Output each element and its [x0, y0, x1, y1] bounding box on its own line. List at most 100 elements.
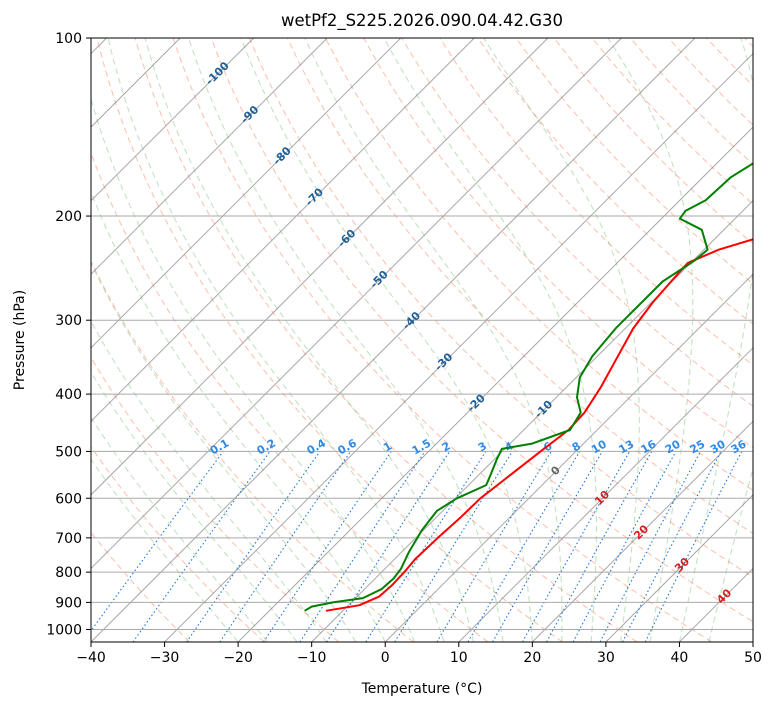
mixing-ratio-label: 0.1: [208, 436, 231, 457]
dry-adiabat: [172, 38, 713, 642]
y-tick-label: 200: [55, 209, 82, 225]
mixing-ratio-line: [263, 451, 392, 642]
mixing-ratio-line: [572, 451, 677, 642]
mixing-ratio-label: 36: [729, 437, 749, 456]
mixing-ratio-label: 30: [708, 437, 728, 456]
y-tick-label: 100: [55, 31, 82, 47]
mixing-ratio-label: 2: [440, 439, 453, 454]
x-tick-label: 30: [597, 650, 615, 666]
mixing-ratio-line: [186, 451, 321, 642]
x-tick-label: 10: [450, 650, 468, 666]
y-axis-label: Pressure (hPa): [12, 290, 28, 390]
x-axis: −40 −30 −20 −10 0 10 20 30 40 50: [76, 642, 762, 666]
mixing-ratio-line: [219, 451, 352, 642]
isotherm-label: -50: [368, 268, 391, 291]
moist-adiabat: [144, 38, 475, 642]
isotherm-label: 0: [548, 463, 563, 478]
isotherm: [679, 567, 753, 642]
mixing-ratio-line: [467, 451, 581, 642]
dewpoint-line: [304, 162, 753, 612]
mixing-ratio-line: [644, 451, 743, 642]
mixing-ratio-line: [132, 451, 271, 642]
y-tick-label: 900: [55, 595, 82, 611]
moist-adiabat: [91, 261, 357, 642]
mixing-ratio-label: 0.2: [255, 436, 278, 457]
isotherm-label: -90: [238, 103, 261, 126]
x-tick-label: 0: [381, 650, 390, 666]
moist-adiabat: [304, 38, 563, 642]
moist-adiabat: [107, 38, 445, 642]
dry-adiabat: [96, 38, 563, 642]
isotherm: [91, 38, 696, 642]
mixing-ratio-label: 25: [688, 438, 708, 457]
dry-adiabat: [515, 38, 753, 285]
mixing-ratio-line: [365, 451, 487, 642]
moist-adiabat: [607, 38, 694, 642]
dry-adiabat: [248, 38, 753, 578]
isotherm-label: -30: [432, 350, 455, 373]
isotherm: [91, 38, 255, 202]
dry-adiabat: [706, 38, 753, 87]
moist-adiabat: [240, 38, 533, 642]
mixing-ratio-label: 0.6: [335, 436, 359, 457]
y-tick-label: 300: [55, 313, 82, 329]
mixing-ratio-line: [299, 451, 426, 642]
y-tick-label: 1000: [46, 622, 82, 638]
series-lines: [304, 162, 753, 612]
mixing-ratio-label: 16: [639, 437, 659, 456]
dry-adiabat: [91, 260, 414, 642]
isotherm: [91, 38, 328, 275]
moist-adiabat: [91, 320, 327, 642]
isotherm: [311, 199, 753, 642]
mixing-ratio-label: 3: [476, 439, 489, 454]
mixing-ratio-line: [91, 451, 224, 632]
pressure-gridlines: [91, 37, 753, 630]
background-lines: [91, 38, 753, 642]
moist-adiabat: [483, 38, 640, 642]
dry-adiabat: [591, 38, 753, 205]
moist-adiabat: [708, 466, 753, 642]
x-tick-label: −20: [223, 650, 253, 666]
mixing-ratio-label: 1: [381, 439, 394, 454]
isotherm: [164, 52, 753, 642]
mixing-ratio-label: 20: [663, 437, 683, 456]
isotherm: [91, 38, 622, 570]
moist-adiabat: [678, 38, 753, 642]
moist-adiabat: [91, 458, 239, 642]
y-axis: 100 200 300 400 500 600 700 800 900 1000: [46, 31, 91, 638]
moist-adiabat: [91, 371, 298, 642]
dry-adiabat: [744, 38, 753, 48]
dry-adiabat: [134, 38, 638, 642]
isotherm-label: 40: [714, 586, 734, 606]
isotherm-label: -70: [303, 185, 326, 208]
isotherm: [91, 38, 475, 423]
plot-frame: [90, 37, 754, 643]
isotherm: [458, 347, 753, 642]
dry-adiabat: [325, 38, 753, 492]
mixing-ratio-line: [522, 451, 631, 642]
isotherm: [531, 420, 753, 642]
moist-adiabat: [383, 38, 598, 642]
chart-title: wetPf2_S225.2026.090.04.42.G30: [281, 11, 563, 31]
dry-adiabat: [91, 531, 191, 642]
isotherm: [237, 126, 753, 642]
y-tick-label: 700: [55, 531, 82, 547]
x-tick-label: −10: [297, 650, 327, 666]
dry-adiabat: [91, 445, 265, 642]
moist-adiabat: [91, 190, 386, 642]
dry-adiabat: [667, 38, 753, 126]
isotherm: [91, 38, 402, 349]
x-tick-label: 50: [744, 650, 762, 666]
dry-adiabat: [91, 356, 340, 642]
moist-adiabat: [188, 38, 504, 642]
mixing-ratio-line: [546, 451, 653, 642]
x-tick-label: −30: [150, 650, 180, 666]
mixing-ratio-line: [599, 451, 702, 642]
x-tick-label: 20: [523, 650, 541, 666]
mixing-ratio-labels: 0.1 0.2 0.4 0.6 1 1.5 2 3 4 6 8 10 13 16 20 25 30 36: [208, 436, 749, 457]
mixing-ratio-line: [326, 451, 451, 642]
isotherm: [384, 273, 753, 642]
isotherm: [91, 38, 549, 496]
isotherm: [605, 494, 753, 642]
